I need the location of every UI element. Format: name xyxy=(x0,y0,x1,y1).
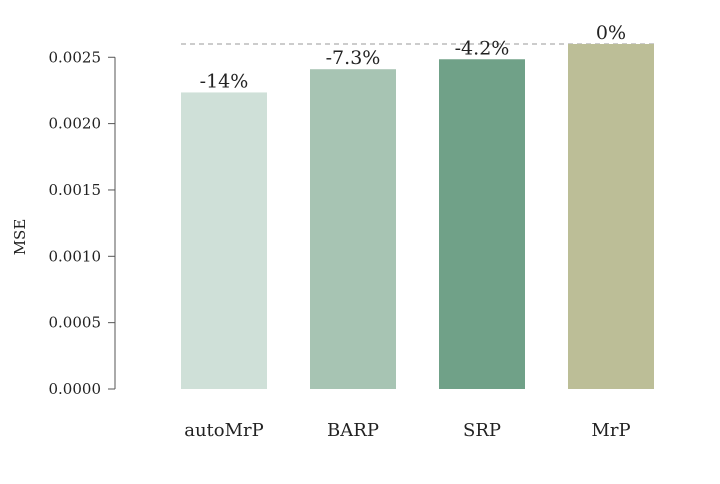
y-tick-label: 0.0015 xyxy=(49,181,102,199)
bar-srp xyxy=(439,59,525,390)
x-category-label: autoMrP xyxy=(184,420,264,441)
data-labels-group: -14% -7.3% -4.2% 0% xyxy=(200,22,626,92)
y-tick-label: 0.0020 xyxy=(49,115,102,133)
bar-automrp xyxy=(181,92,267,390)
x-category-labels: autoMrP BARP SRP MrP xyxy=(184,420,630,441)
y-tick-label: 0.0000 xyxy=(49,380,102,398)
x-category-label: MrP xyxy=(591,420,630,441)
bar-mrp xyxy=(568,44,654,389)
data-label: 0% xyxy=(596,22,626,44)
bar-barp xyxy=(310,69,396,389)
x-category-label: SRP xyxy=(463,420,501,441)
data-label: -4.2% xyxy=(455,37,510,59)
y-tick-label: 0.0005 xyxy=(49,314,102,332)
y-tick-label: 0.0025 xyxy=(49,48,102,66)
x-category-label: BARP xyxy=(327,420,379,441)
data-label: -7.3% xyxy=(326,47,381,69)
y-tick-label: 0.0010 xyxy=(49,247,102,265)
data-label: -14% xyxy=(200,70,249,92)
y-axis-title: MSE xyxy=(11,219,29,256)
y-axis: 0.0000 0.0005 0.0010 0.0015 0.0020 0.0025 xyxy=(49,48,116,398)
bars-group xyxy=(181,43,654,390)
